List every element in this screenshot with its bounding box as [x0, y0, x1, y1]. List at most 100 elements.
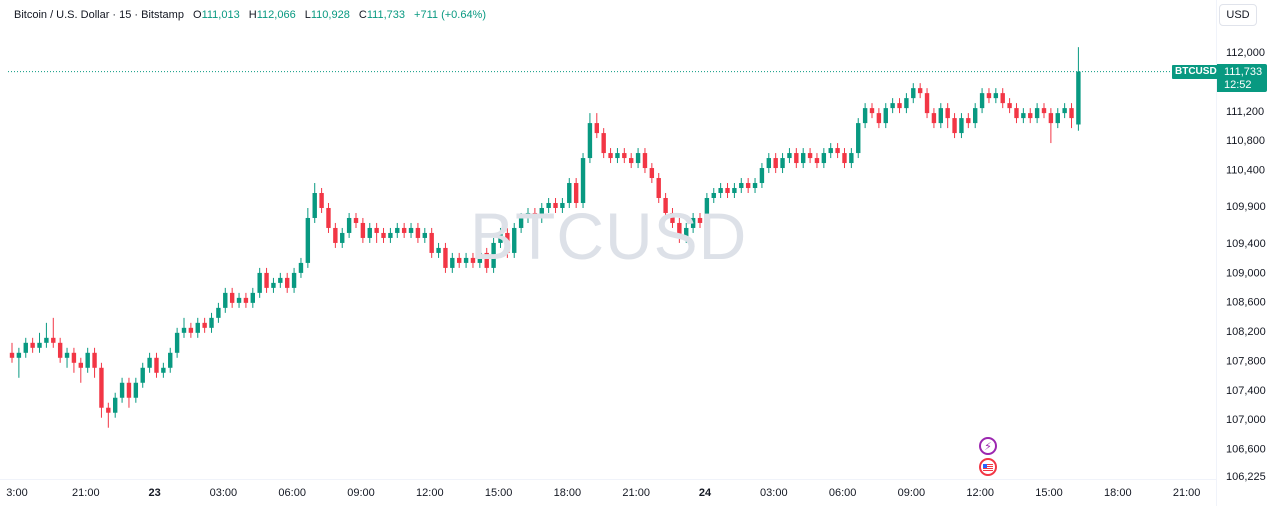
candle [525, 207, 531, 223]
candle-body [663, 197, 668, 213]
candle-body [1048, 113, 1054, 124]
candle-body [9, 352, 15, 358]
legend-low-value: 110,928 [310, 9, 350, 21]
candle [677, 217, 682, 243]
candle [684, 222, 689, 243]
last-price-value: 111,733 [1224, 66, 1263, 78]
candle [422, 227, 427, 243]
us-flag-event-icon[interactable] [979, 458, 997, 476]
candle-body [401, 227, 407, 233]
currency-button[interactable]: USD [1219, 4, 1257, 26]
candle-body [752, 183, 758, 189]
candle [1014, 103, 1019, 124]
price-axis-separator [1216, 0, 1217, 506]
candle [794, 148, 799, 169]
candle [1007, 98, 1012, 114]
candle [759, 163, 765, 189]
candle [773, 153, 778, 174]
candle [147, 352, 152, 373]
candle-body [732, 188, 737, 194]
candle-body [704, 197, 710, 223]
candle-body [99, 367, 104, 408]
candle-body [484, 252, 489, 268]
candle-body [257, 272, 262, 293]
legend-close-label: C [358, 9, 367, 21]
candle [470, 252, 476, 268]
time-tick-label: 12:00 [416, 487, 444, 499]
candle [498, 227, 503, 248]
candle-body [1055, 113, 1060, 124]
candle-body [271, 282, 276, 288]
candle-body [587, 123, 593, 159]
candle-body [560, 202, 565, 208]
candle-body [491, 242, 496, 268]
candle [801, 148, 806, 169]
candle-body [573, 183, 579, 203]
candle [821, 148, 827, 169]
time-tick-label: 06:00 [278, 487, 306, 499]
candle [209, 312, 214, 333]
candle [766, 153, 771, 174]
lightning-event-icon[interactable]: ⚡ [979, 437, 997, 455]
candle-body [381, 232, 386, 238]
candle-body [181, 327, 187, 333]
candle-body [512, 227, 517, 253]
candle [463, 252, 469, 268]
time-tick-label: 21:00 [622, 487, 650, 499]
time-axis-layer: 3:00 21:00 23 03:00 06:00 09:00 12:00 15:00 18:0… [6, 487, 1200, 499]
candle [718, 183, 723, 198]
candle [780, 153, 785, 174]
candle [876, 108, 882, 129]
candle-body [801, 153, 806, 164]
candle [477, 247, 483, 268]
candle-body [697, 217, 703, 223]
legend-low-label: L [304, 9, 311, 21]
candle-body [140, 367, 145, 383]
candle-body [842, 153, 847, 164]
candle [374, 222, 379, 243]
candle-body [346, 217, 352, 233]
price-tick-label: 106,600 [1226, 444, 1266, 456]
candle-body [298, 262, 304, 273]
candle [938, 103, 943, 129]
candle [615, 148, 620, 164]
candle-body [656, 178, 661, 198]
candle [367, 222, 372, 243]
candle [154, 352, 159, 378]
candle-body [635, 153, 641, 164]
symbol-watermark: BTCUSD [470, 199, 748, 273]
candle-body [986, 93, 992, 99]
candle [133, 377, 139, 403]
candle [573, 178, 579, 208]
candle-body [250, 292, 255, 303]
candle [298, 257, 304, 278]
candle [188, 322, 194, 338]
candle-body [291, 272, 297, 288]
candle-body [44, 337, 49, 343]
candle [512, 222, 517, 258]
candle-body [202, 322, 207, 328]
candle [326, 202, 331, 233]
candle-body [106, 407, 111, 413]
candle [539, 202, 544, 223]
candle [745, 178, 751, 194]
candle [168, 347, 173, 373]
price-tick-label: 107,800 [1226, 355, 1266, 367]
candle [904, 93, 909, 114]
candle-body [195, 322, 200, 333]
candle [174, 327, 180, 358]
candle-body [594, 123, 599, 134]
candle-body [711, 193, 716, 198]
price-tick-label: 108,200 [1226, 326, 1266, 338]
candle-body [92, 352, 97, 368]
candle-body [278, 277, 283, 283]
candle-body [567, 183, 572, 203]
legend-change-value: +711 (+0.64%) [414, 9, 487, 21]
candle-body [285, 277, 290, 288]
candle [312, 183, 317, 223]
candle [890, 98, 895, 114]
symbol-legend: Bitcoin / U.S. Dollar · 15 · Bitstamp O1… [14, 8, 486, 22]
legend-symbol-title[interactable]: Bitcoin / U.S. Dollar · 15 · Bitstamp [14, 9, 184, 21]
candle [408, 222, 414, 238]
